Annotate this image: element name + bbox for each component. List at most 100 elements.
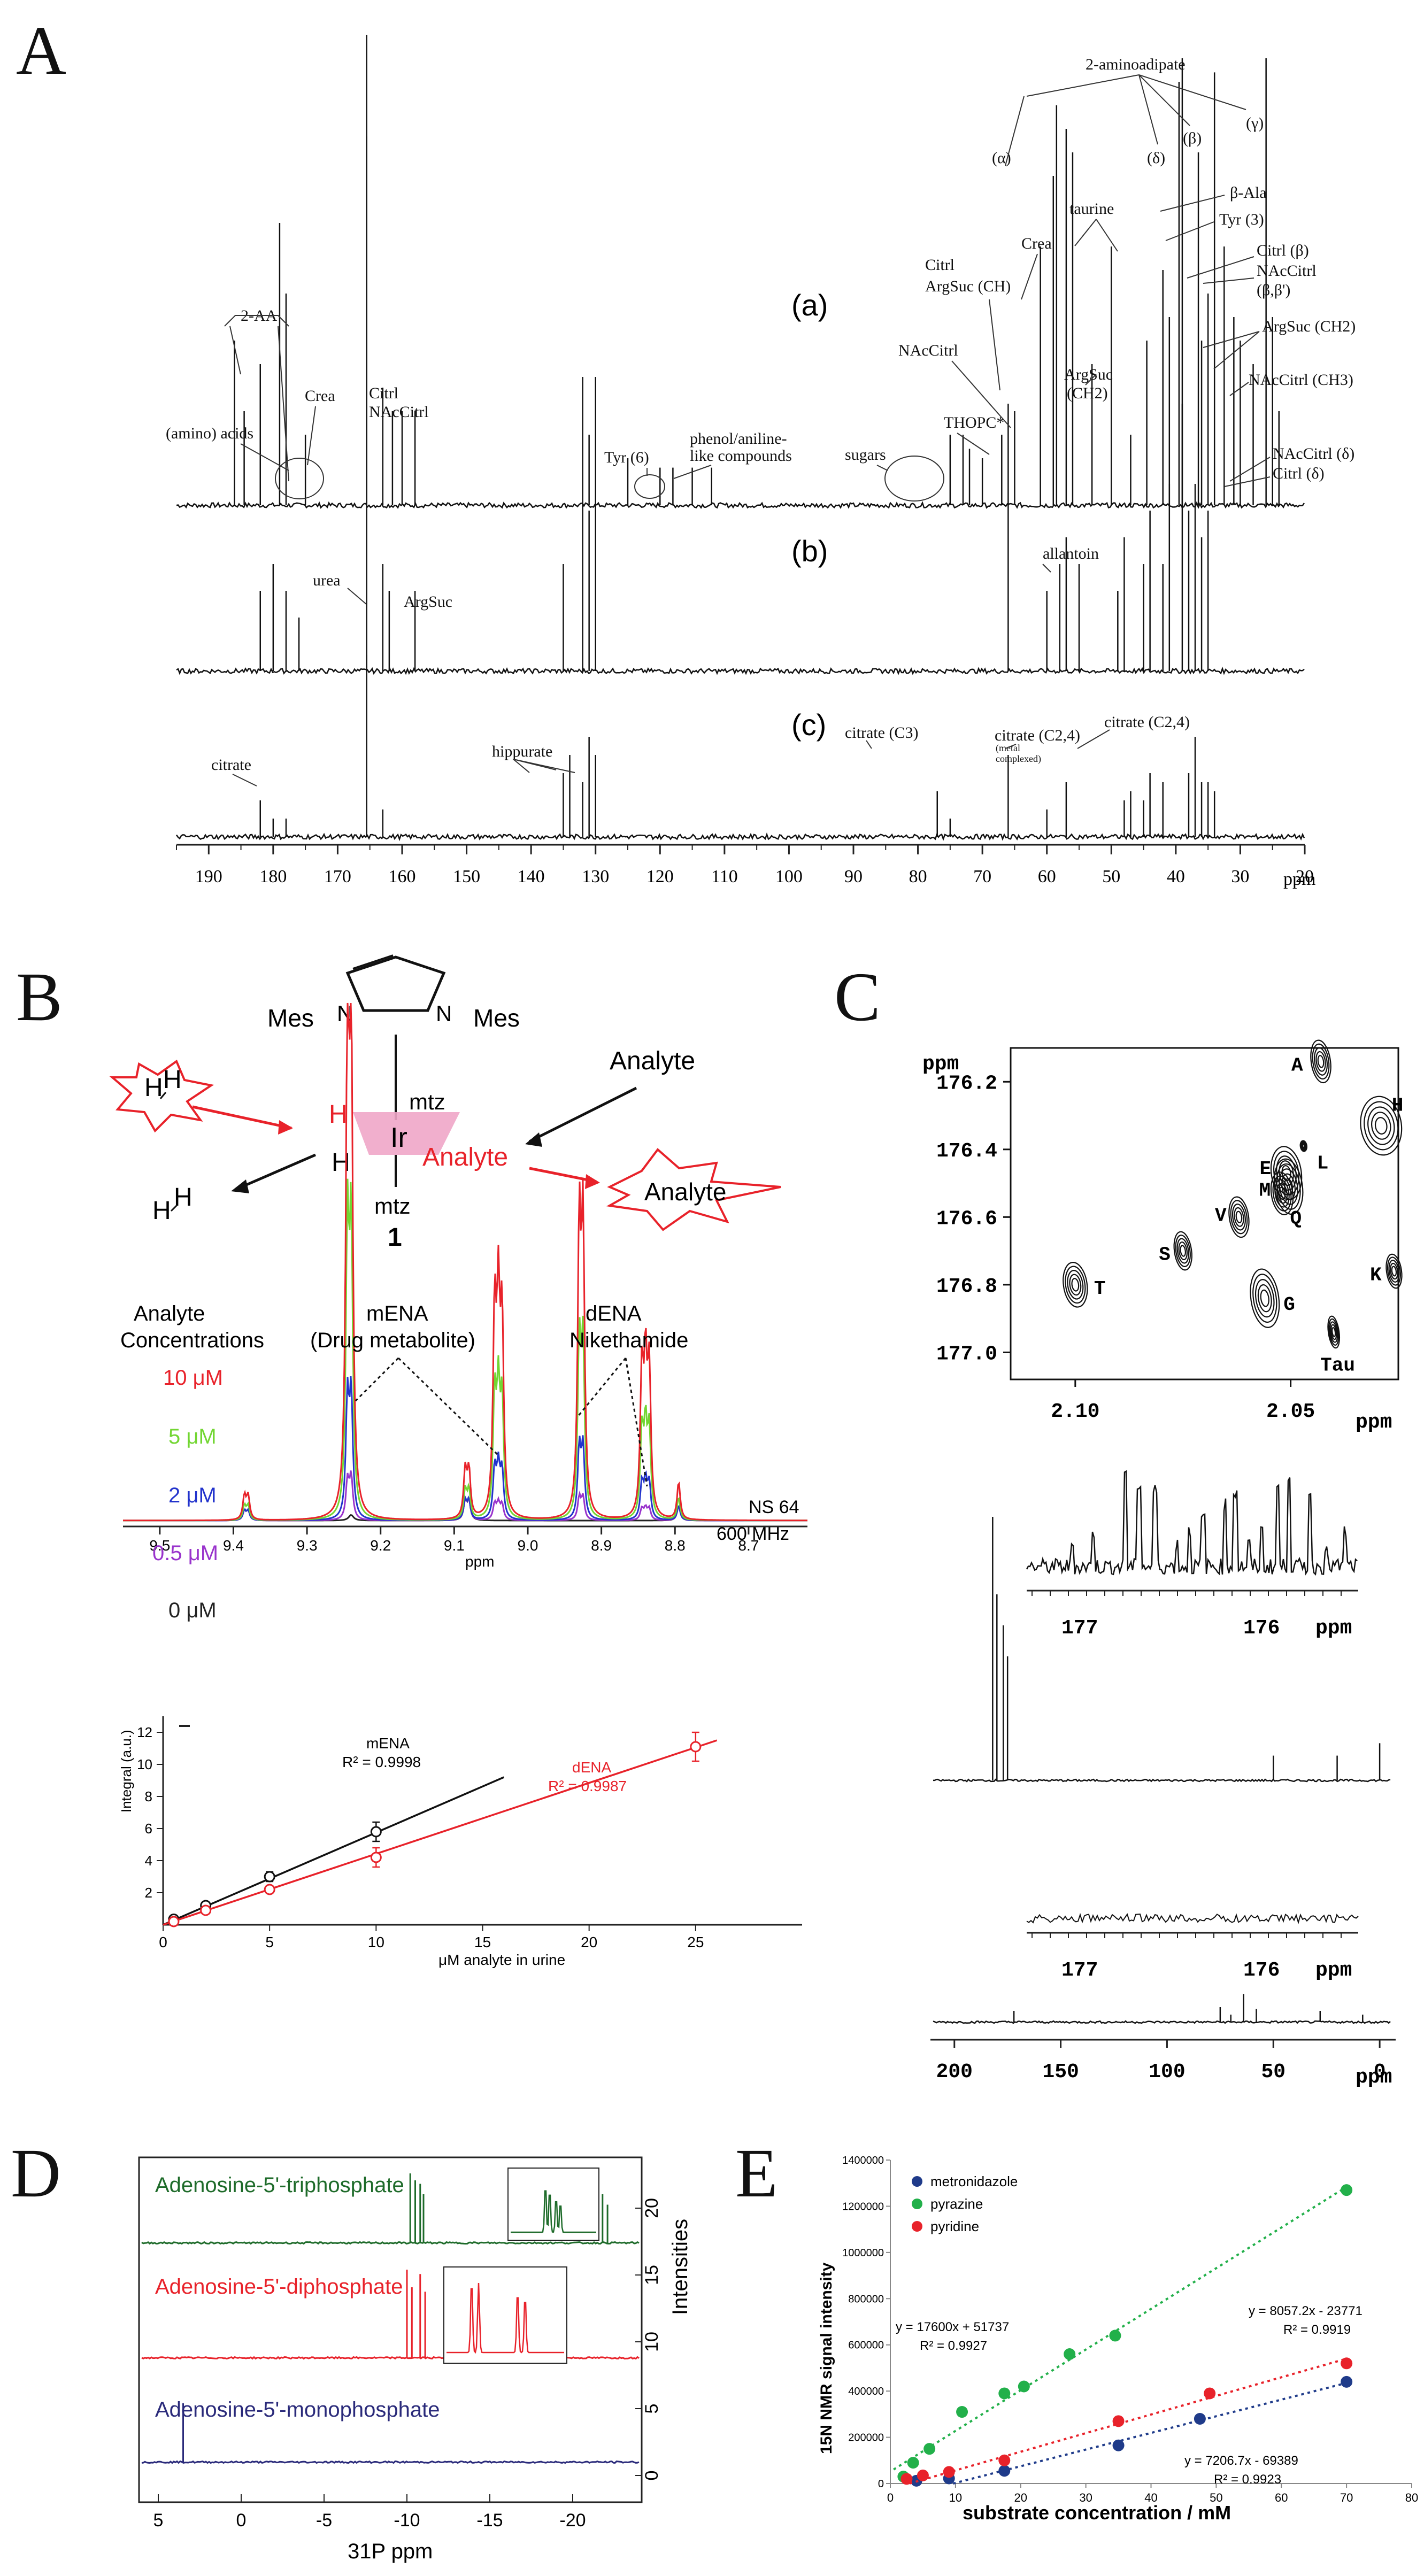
annotation: sugars (845, 446, 886, 464)
e-x-tick-label: 70 (1340, 2491, 1353, 2504)
panel-b-calibration: 0 5 10 15 20 25 2 4 6 8 10 12 (137, 1716, 802, 1950)
analyte-in-label: Analyte (610, 1047, 695, 1075)
fit-r2-metronidazole: R² = 0.9923 (1214, 2472, 1281, 2487)
panel-a-trace (176, 136, 1305, 675)
panel-d-x-label: 31P ppm (348, 2540, 433, 2563)
panel-b-series-2 (123, 1376, 807, 1522)
c-tick-label: 150 (1042, 2061, 1079, 2084)
inset2-trace (1026, 1912, 1359, 1925)
dena-label: dENA (586, 1302, 642, 1325)
e-x-tick-label: 50 (1210, 2491, 1222, 2504)
e-x-tick-label: 20 (1014, 2491, 1027, 2504)
calib-y-tick-label: 2 (145, 1885, 152, 1901)
legend-0um: 0 μM (168, 1599, 217, 1622)
calib-point-dENA (690, 1741, 702, 1753)
annotation: NAcCitrl (δ) (1273, 445, 1354, 462)
annotation: ArgSuc (1064, 366, 1113, 383)
panel-d-y-label: Intensities (668, 2219, 692, 2315)
panel-d-trace (141, 2270, 640, 2360)
panel-a-tick-label: 80 (909, 867, 927, 886)
hsqc-contour-K (1391, 1266, 1397, 1277)
calib-x-tick-label: 5 (265, 1934, 274, 1950)
hsqc-contour-V (1235, 1210, 1243, 1223)
h2-free-atom-2: H (174, 1183, 193, 1212)
annotation: NAcCitrl (CH3) (1249, 371, 1353, 389)
inset1-trace (1026, 1470, 1358, 1576)
panel-b-tick-label: 8.7 (738, 1537, 759, 1554)
calib-mena-label: mENA (366, 1735, 410, 1752)
ir-hydride-red: H (329, 1100, 348, 1129)
annotation: phenol/aniline- (690, 430, 787, 448)
calib-mena-r2: R² = 0.9998 (342, 1754, 421, 1770)
annotation: (δ) (1147, 149, 1165, 167)
annotation: 2-aminoadipate (1086, 56, 1186, 73)
e-x-tick-label: 10 (949, 2491, 962, 2504)
panel-label-b: B (16, 959, 63, 1036)
calib-point-dENA (168, 1916, 180, 1927)
d-y-tick-label: 10 (642, 2332, 662, 2352)
hsqc-contour-Tau (1330, 1324, 1337, 1340)
e-point-pyrazine (907, 2457, 919, 2469)
panel-a-tick-label: 50 (1102, 867, 1120, 886)
e-fit-pyrazine (893, 2186, 1348, 2471)
panel-e-legend: metronidazole pyrazine pyridine (912, 2173, 1018, 2234)
annotation: (CH2) (1067, 384, 1108, 402)
mtz-top: mtz (409, 1089, 445, 1114)
amp-label: Adenosine-5'-monophosphate (155, 2398, 440, 2421)
hsqc-contour-Tau (1329, 1321, 1338, 1343)
e-point-pyridine (998, 2454, 1011, 2466)
e-x-tick-label: 0 (887, 2491, 894, 2504)
panel-a-tick-label: 140 (518, 867, 545, 886)
fit-r2-pyridine: R² = 0.9919 (1283, 2323, 1351, 2337)
annotation: ArgSuc (CH2) (1262, 318, 1356, 335)
e-point-pyrazine (998, 2387, 1011, 2400)
hsqc-contour-G (1254, 1279, 1275, 1318)
annotation: NAcCitrl (369, 403, 429, 421)
hsqc-peaks: 2.10 2.05 176.2 176.4 176.6 176.8 177.0 A H E L MQ V… (936, 1039, 1403, 1423)
panel-a-tick-label: 170 (324, 867, 351, 886)
e-point-metronidazole (1341, 2376, 1353, 2388)
legend-05um: 0.5 μM (152, 1541, 218, 1565)
n-right: N (436, 1001, 452, 1026)
annotation: citrate (C2,4) (1104, 713, 1190, 731)
hsqc-contour-H (1371, 1112, 1391, 1140)
e-point-pyrazine (1064, 2348, 1076, 2360)
calib-y-tick-label: 12 (137, 1724, 152, 1740)
hsqc-contour-T (1069, 1274, 1082, 1296)
inset1-tick-177: 177 (1061, 1617, 1098, 1640)
annotation: Citrl (369, 384, 398, 402)
hsqc-contour-K (1388, 1260, 1400, 1283)
mena-label: mENA (366, 1302, 428, 1325)
hsqc-contour-G (1250, 1268, 1280, 1328)
hsqc-label-G: G (1283, 1294, 1295, 1316)
hsqc-label-T: T (1094, 1278, 1106, 1300)
hsqc-frame (1010, 1047, 1399, 1380)
hsqc-label-Q: Q (1290, 1208, 1302, 1230)
fit-eq-pyrazine: y = 17600x + 51737 (896, 2320, 1009, 2334)
hsqc-contour-Tau (1331, 1327, 1336, 1337)
d-x-tick-label: -15 (476, 2510, 503, 2531)
h2-starburst (109, 1059, 214, 1133)
panel-d-2-baseline (141, 2460, 640, 2464)
annotation: (β,β') (1257, 281, 1290, 299)
annotation: citrate (211, 756, 251, 774)
arrow-h2-in (192, 1105, 292, 1130)
hsqc-contour-T (1063, 1262, 1088, 1308)
annotation: NAcCitrl (898, 342, 958, 359)
hsqc-contour-Q (1274, 1179, 1290, 1208)
panel-a-trace-1-baseline (176, 666, 1305, 675)
legend-5um: 5 μM (168, 1425, 217, 1448)
fit-r2-pyrazine: R² = 0.9927 (920, 2339, 987, 2353)
hsqc-contour-S (1178, 1241, 1188, 1261)
panel-a-tick-label: 30 (1231, 867, 1249, 886)
e-x-tick-label: 60 (1275, 2491, 1288, 2504)
annotation: Tyr (3) (1219, 211, 1264, 228)
panel-a-tick-label: 70 (973, 867, 991, 886)
panel-b-x-ticks: 9.5 9.4 9.3 9.2 9.1 9.0 8.9 8.8 8.7 (149, 1526, 759, 1554)
panel-a-tick-label: 90 (844, 867, 863, 886)
legend-metronidazole-marker (912, 2176, 922, 2187)
e-y-tick-label: 600000 (848, 2340, 884, 2351)
mhz-label: 600 MHz (717, 1524, 789, 1544)
analyte-out-label: Analyte (644, 1178, 726, 1206)
panel-a-x-ticks: 190 180 170 160 150 140 130 120 110 100 90 80 70 60 50… (176, 845, 1314, 886)
